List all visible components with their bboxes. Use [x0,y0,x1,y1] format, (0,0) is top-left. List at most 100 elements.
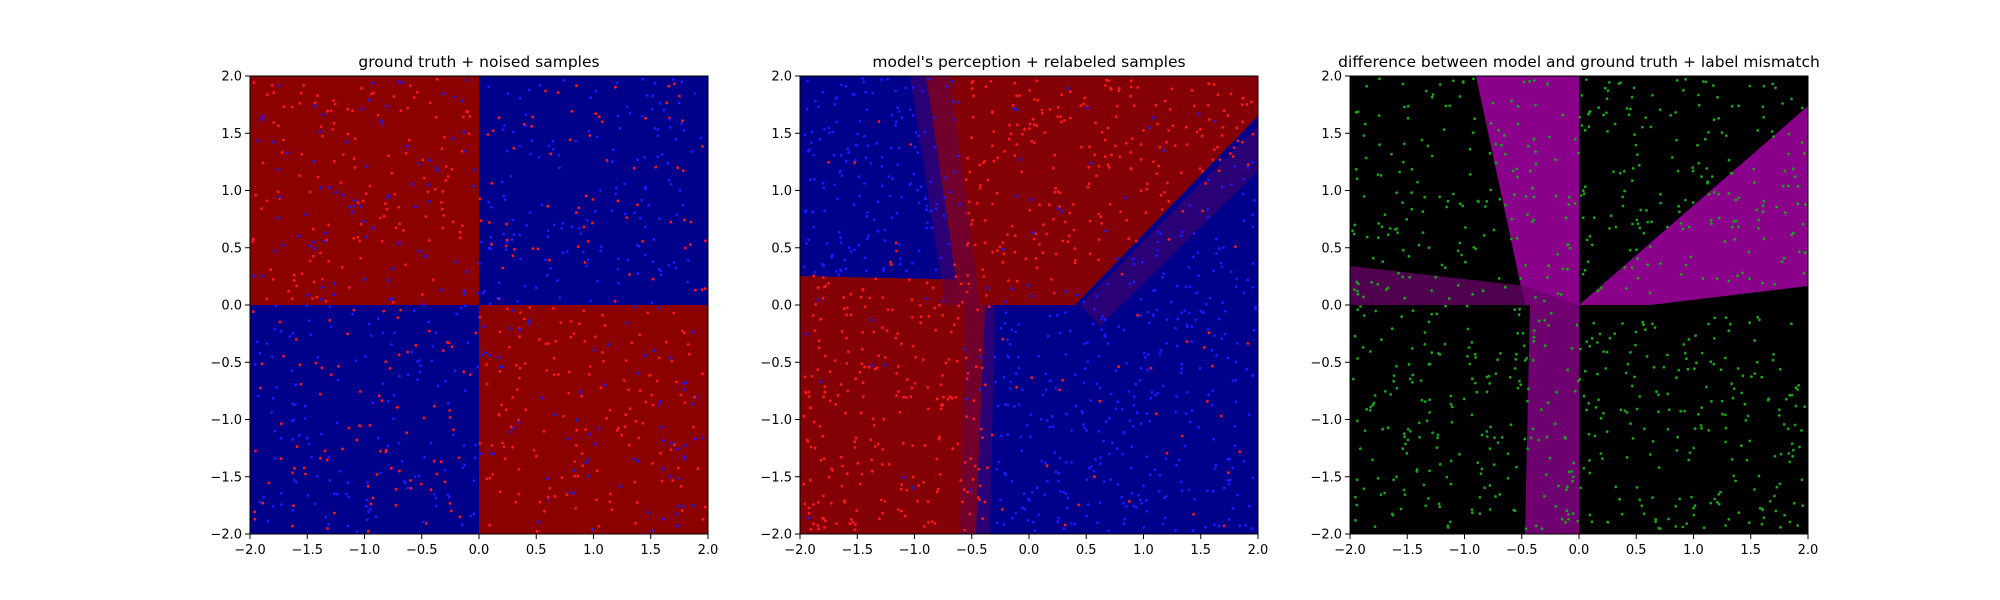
scatter-point [1205,302,1208,306]
scatter-point [500,180,504,184]
scatter-point [905,269,908,273]
scatter-point [935,490,939,494]
scatter-point [279,330,283,333]
scatter-point [1095,174,1098,178]
scatter-point [899,256,902,260]
scatter-point [1415,470,1419,473]
scatter-point [1636,257,1640,261]
scatter-point [1001,260,1005,264]
scatter-point [1482,234,1486,237]
scatter-point [944,176,948,180]
scatter-point [1253,199,1256,202]
scatter-point [1437,502,1441,506]
scatter-point [315,295,319,299]
scatter-point [1410,347,1414,350]
scatter-point [1485,430,1489,433]
scatter-point [1006,433,1010,437]
scatter-point [1106,163,1110,167]
scatter-point [1666,225,1669,229]
scatter-point [1713,497,1717,501]
scatter-point [340,265,344,269]
scatter-point [440,147,444,151]
scatter-point [269,268,272,272]
scatter-point [570,225,574,229]
scatter-point [1152,289,1155,292]
scatter-point [1515,352,1518,356]
scatter-point [1438,505,1442,509]
scatter-point [1522,344,1526,348]
scatter-point [491,452,495,456]
scatter-point [1194,318,1197,322]
scatter-point [844,84,848,88]
scatter-point [671,78,675,81]
x-tick-label: 0.5 [1626,543,1647,558]
scatter-point [1403,105,1406,109]
scatter-point [1251,160,1254,164]
scatter-point [358,390,362,393]
scatter-point [897,365,900,368]
scatter-point [1521,331,1525,335]
scatter-point [636,158,639,162]
scatter-point [1790,322,1793,326]
scatter-point [578,322,581,326]
scatter-point [379,119,383,123]
scatter-point [916,151,920,154]
scatter-point [1125,504,1128,508]
scatter-point [1579,486,1582,490]
scatter-point [1094,121,1097,125]
scatter-point [818,424,822,428]
scatter-point [1068,211,1072,215]
scatter-point [260,118,263,122]
scatter-point [498,370,502,373]
scatter-point [1196,251,1200,255]
scatter-point [303,404,307,408]
scatter-point [812,274,815,278]
scatter-point [1234,360,1238,364]
scatter-point [1717,116,1720,120]
scatter-point [1513,193,1516,197]
scatter-point [1470,413,1474,417]
scatter-point [839,383,843,386]
scatter-point [516,300,519,303]
scatter-point [1130,79,1133,83]
scatter-point [1006,233,1009,237]
scatter-point [894,89,898,93]
scatter-point [681,203,685,207]
scatter-point [1643,328,1647,331]
scatter-point [500,403,503,407]
scatter-point [428,239,431,242]
scatter-point [874,277,877,281]
scatter-point [576,474,580,478]
scatter-point [1605,97,1609,101]
scatter-point [1639,208,1643,212]
scatter-point [1248,505,1251,508]
x-tick-label: 0.5 [1076,543,1097,558]
scatter-point [1545,473,1548,476]
scatter-point [941,374,944,377]
scatter-point [339,181,343,185]
scatter-point [1574,137,1577,141]
scatter-point [599,386,603,390]
scatter-point [326,527,329,530]
scatter-point [270,411,274,414]
scatter-point [827,475,831,479]
scatter-point [1207,178,1211,182]
scatter-point [1438,462,1442,466]
scatter-point [1545,435,1549,439]
scatter-point [1041,393,1045,397]
scatter-point [398,375,401,378]
scatter-point [972,94,975,98]
scatter-point [1195,291,1198,295]
scatter-point [824,354,827,358]
scatter-point [313,101,317,105]
scatter-point [593,209,597,213]
scatter-point [319,125,323,128]
scatter-point [667,84,671,88]
scatter-point [1037,354,1041,358]
scatter-point [279,491,283,495]
scatter-point [1719,490,1722,494]
scatter-point [1642,231,1646,235]
scatter-point [1597,106,1600,109]
scatter-point [569,335,573,339]
scatter-point [1448,520,1452,524]
